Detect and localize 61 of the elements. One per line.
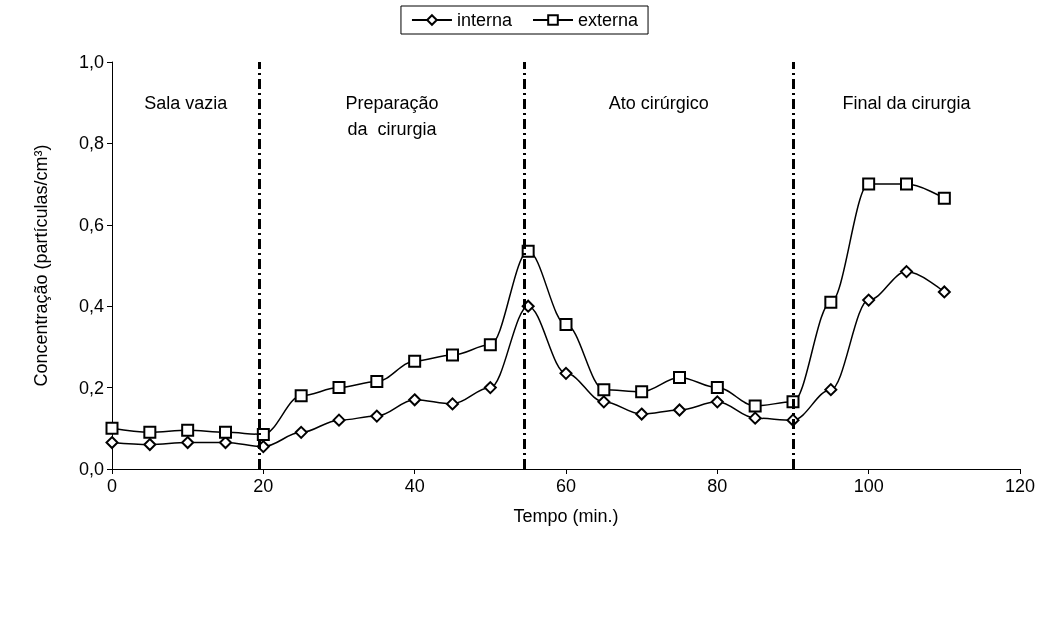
point xyxy=(673,403,686,417)
point xyxy=(862,293,876,307)
point xyxy=(181,436,195,450)
x-tick-label: 80 xyxy=(707,476,728,496)
point xyxy=(900,177,913,191)
point xyxy=(824,383,838,397)
point xyxy=(862,177,876,191)
point xyxy=(559,366,573,380)
point xyxy=(105,436,119,450)
point xyxy=(256,427,270,441)
point xyxy=(143,438,157,452)
point xyxy=(332,381,346,395)
x-tick-label: 40 xyxy=(404,476,425,496)
y-tick-label: 1,0 xyxy=(78,52,104,72)
annotation: Sala vazia xyxy=(144,93,229,113)
x-tick-label: 120 xyxy=(1004,476,1036,496)
point xyxy=(294,389,308,403)
point xyxy=(937,285,951,299)
y-tick-label: 0,8 xyxy=(78,133,104,154)
y-axis-title: Concentração (partículas/cm³) xyxy=(31,144,51,387)
point xyxy=(219,425,232,439)
point xyxy=(597,383,611,397)
point xyxy=(446,397,459,411)
point xyxy=(748,399,762,413)
point xyxy=(105,421,119,435)
point xyxy=(143,425,157,439)
point xyxy=(597,395,611,409)
annotation: Final da cirurgia xyxy=(842,93,972,113)
x-tick-label: 60 xyxy=(555,476,577,496)
y-tick-label: 0,6 xyxy=(78,214,104,235)
annotation: Ato cirúrgico xyxy=(608,93,709,113)
point xyxy=(483,381,497,395)
point xyxy=(824,295,838,309)
point xyxy=(181,423,195,437)
x-tick-label: 0 xyxy=(106,476,118,496)
point xyxy=(559,318,573,332)
point xyxy=(937,191,951,205)
point xyxy=(408,393,422,407)
point xyxy=(635,385,649,399)
point xyxy=(446,348,459,362)
point xyxy=(483,338,497,352)
point xyxy=(748,411,762,425)
x-axis-title: Tempo (min.) xyxy=(513,506,619,526)
point xyxy=(294,425,308,439)
y-tick-label: 0,0 xyxy=(78,459,104,479)
point xyxy=(900,265,913,279)
point xyxy=(710,381,724,395)
point xyxy=(408,354,422,368)
point xyxy=(710,395,724,409)
x-tick-label: 20 xyxy=(253,476,274,496)
annotation: Preparação da cirurgia xyxy=(345,93,439,139)
legend-label: interna xyxy=(456,10,513,30)
point xyxy=(370,374,384,388)
y-tick-label: 0,4 xyxy=(78,296,104,317)
x-tick-label: 100 xyxy=(853,476,884,496)
point xyxy=(332,413,346,427)
y-tick-label: 0,2 xyxy=(78,377,104,398)
point xyxy=(673,370,686,384)
point xyxy=(370,409,384,423)
point xyxy=(635,407,649,421)
legend-label: externa xyxy=(578,10,640,30)
